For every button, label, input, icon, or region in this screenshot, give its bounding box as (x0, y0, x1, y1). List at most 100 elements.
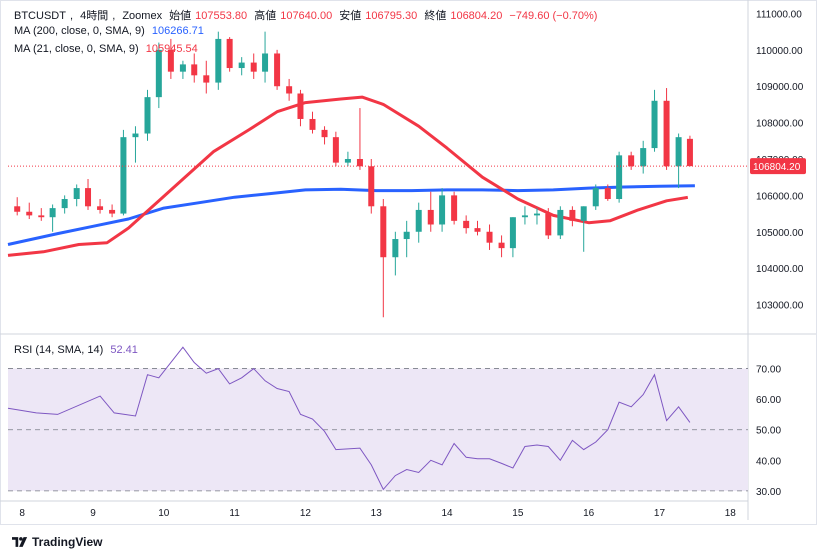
candle-body (592, 188, 599, 207)
candle-body (380, 206, 387, 258)
candle-down (309, 111, 316, 134)
candle-up (509, 217, 516, 258)
candle-up (439, 188, 446, 232)
legend-high-value: 107640.00 (280, 10, 333, 22)
candle-up (651, 89, 658, 152)
candle-down (274, 49, 281, 90)
candle-down (451, 191, 458, 225)
candle-up (238, 57, 245, 76)
legend-timeframe: 4時間 (80, 10, 109, 22)
candle-body (686, 138, 693, 167)
candle-body (521, 215, 528, 218)
candle-body (403, 231, 410, 240)
candle-down (26, 202, 33, 220)
candle-up (262, 31, 269, 83)
candle-body (498, 242, 505, 249)
candle-down (321, 126, 328, 145)
time-tick-label: 9 (90, 508, 96, 519)
candle-up (392, 231, 399, 276)
candle-body (651, 100, 658, 149)
time-tick-label: 8 (19, 508, 25, 519)
candle-down (14, 197, 21, 216)
candle-body (392, 239, 399, 258)
legend-exchange: Zoomex (122, 10, 163, 22)
ma21-line (7, 95, 689, 257)
candle-body (179, 64, 186, 72)
candle-up (144, 89, 151, 141)
last-price-label: 106804.20 (753, 162, 801, 173)
price-tick-label: 106000.00 (756, 191, 804, 202)
ma21-legend: MA (21, close, 0, SMA, 9) 105945.54 (14, 43, 202, 55)
candle-body (132, 133, 139, 138)
candle-body (463, 220, 470, 229)
candle-body (61, 199, 68, 209)
candle-body (297, 93, 304, 119)
ma200-line (7, 184, 695, 246)
price-tick-label: 110000.00 (756, 46, 803, 57)
candle-body (663, 100, 670, 167)
candle-up (533, 208, 540, 225)
candle-down (38, 208, 45, 221)
candle-body (262, 53, 269, 72)
last-price-tag (750, 158, 806, 175)
ma21-label: MA (21, close, 0, SMA, 9) (14, 43, 139, 55)
rsi-legend: RSI (14, SMA, 14) 52.41 (14, 344, 142, 356)
candle-up (403, 220, 410, 258)
candle-body (569, 209, 576, 221)
price-tick-label: 111000.00 (756, 9, 802, 20)
candle-body (167, 49, 174, 72)
candle-body (73, 188, 80, 200)
candle-down (286, 78, 293, 101)
candle-up (640, 140, 647, 174)
candle-body (545, 213, 552, 236)
rsi-tick-label: 30.00 (756, 487, 781, 498)
legend-high-label: 高値 (254, 10, 277, 22)
candle-body (427, 209, 434, 225)
candle-body (321, 129, 328, 138)
candle-body (309, 118, 316, 130)
candle-body (97, 206, 104, 210)
candle-up (675, 133, 682, 189)
candle-down (463, 215, 470, 234)
time-tick-label: 12 (300, 508, 312, 519)
candle-down (569, 206, 576, 227)
candle-down (368, 158, 375, 214)
time-tick-label: 13 (371, 508, 383, 519)
legend-low-label: 安値 (339, 10, 362, 22)
rsi-tick-label: 50.00 (756, 426, 781, 437)
candle-body (580, 206, 587, 221)
candle-down (85, 179, 92, 210)
candle-up (155, 42, 162, 109)
candle-up (592, 184, 599, 210)
candle-body (604, 188, 611, 200)
rsi-label: RSI (14, SMA, 14) (14, 344, 104, 356)
candle-body (238, 62, 245, 69)
candle-body (509, 217, 516, 249)
candle-body (250, 62, 257, 72)
rsi-line (7, 346, 691, 491)
candle-body (226, 38, 233, 69)
ma200-label: MA (200, close, 0, SMA, 9) (14, 25, 145, 37)
candle-body (332, 137, 339, 163)
ma200-legend: MA (200, close, 0, SMA, 9) 106266.71 (14, 25, 208, 37)
rsi-value: 52.41 (110, 344, 138, 356)
candle-up (415, 202, 422, 243)
candle-up (215, 31, 222, 90)
tradingview-brand[interactable]: TradingView (12, 535, 102, 549)
candle-down (250, 53, 257, 79)
candle-body (628, 155, 635, 167)
candle-up (120, 129, 127, 216)
rsi-tick-label: 70.00 (756, 365, 781, 376)
candle-down (604, 184, 611, 201)
time-tick-label: 11 (229, 508, 240, 519)
price-tick-label: 108000.00 (756, 119, 804, 130)
candle-up (616, 151, 623, 203)
candle-body (215, 38, 222, 83)
time-tick-label: 18 (725, 508, 737, 519)
tradingview-logo-icon (12, 537, 28, 547)
candle-body (451, 195, 458, 221)
time-tick-label: 16 (583, 508, 595, 519)
candle-body (474, 228, 481, 232)
candle-up (344, 151, 351, 167)
